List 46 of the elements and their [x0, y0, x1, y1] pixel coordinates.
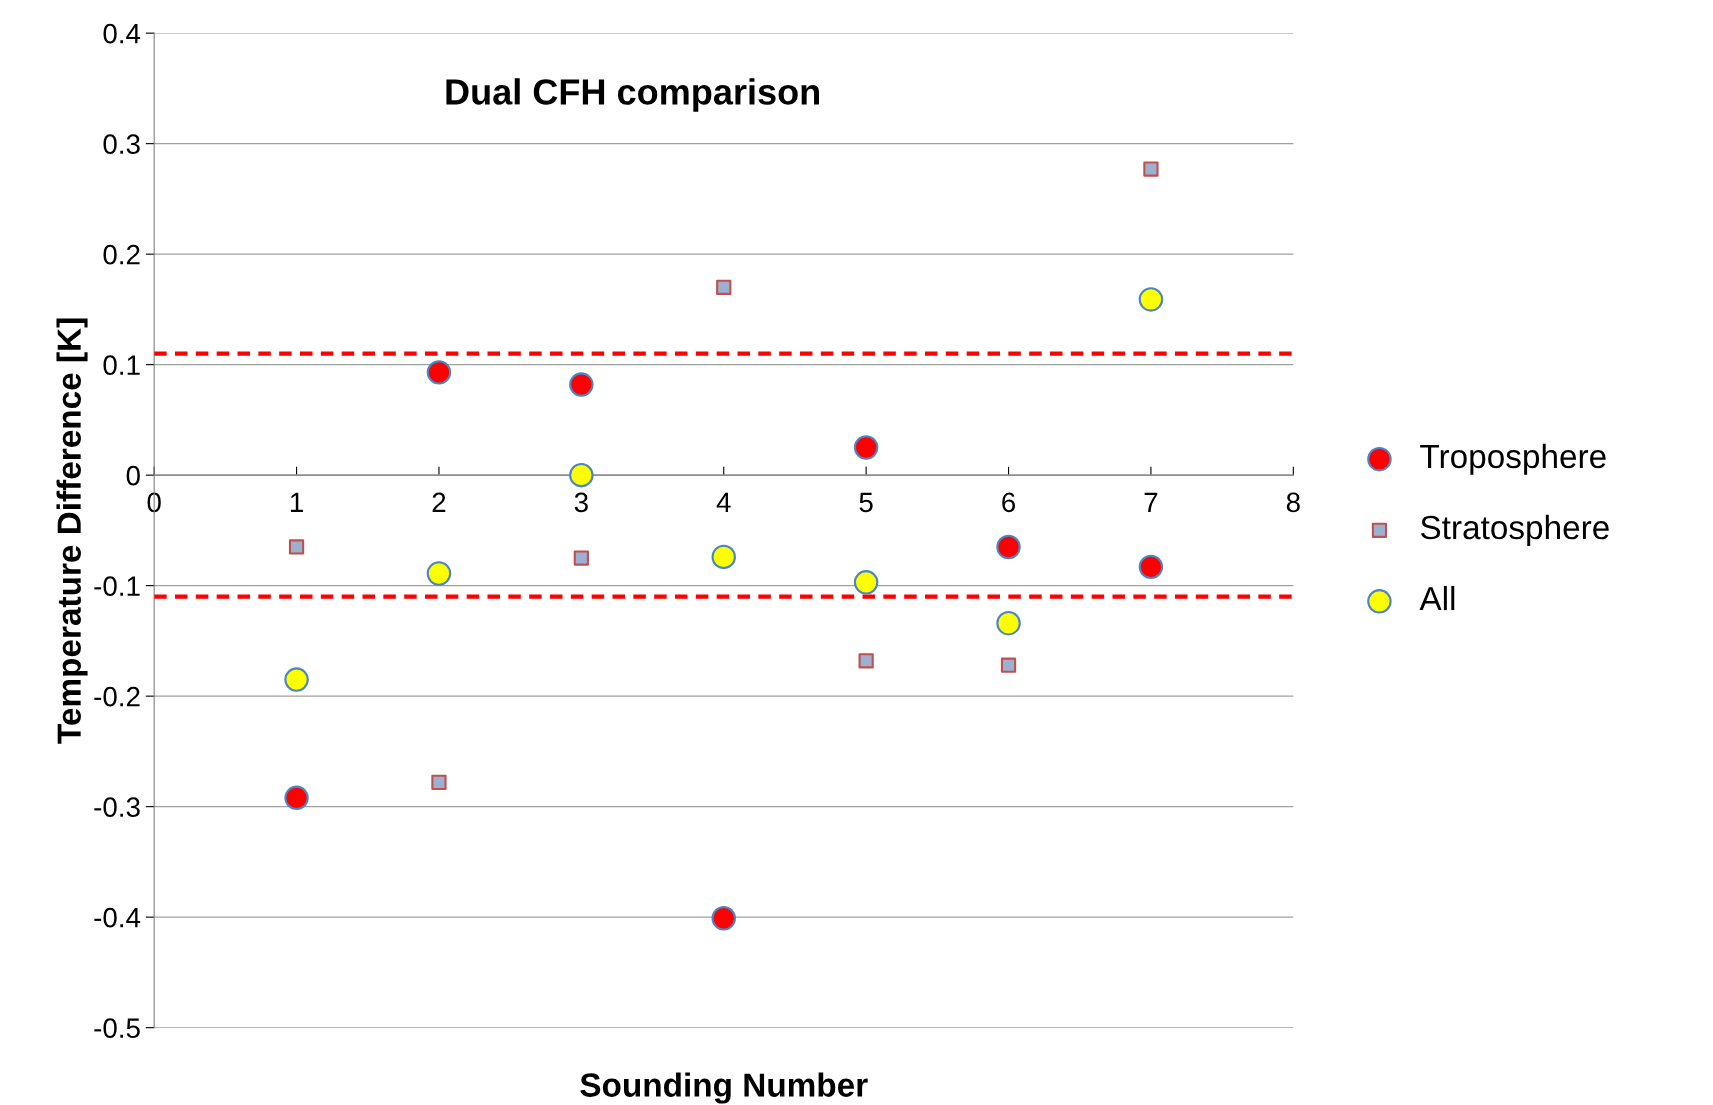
text: Dual CFH comparison [446, 78, 819, 112]
x-tick-label: 8 [1286, 492, 1300, 513]
x-axis-title: Sounding Number [580, 1072, 868, 1104]
y-tick-label: 0.3 [103, 134, 140, 154]
point [1143, 161, 1159, 177]
x-tick-label: 1 [290, 492, 303, 512]
point [853, 435, 879, 460]
y-tick-label: 0.1 [103, 355, 140, 375]
point [1000, 657, 1017, 673]
point [853, 570, 879, 595]
y-tick-label: 0.2 [103, 244, 140, 265]
x-tick-label: 6 [1002, 492, 1016, 513]
point [711, 906, 736, 931]
point [996, 610, 1021, 636]
y-tick-label: -0.4 [94, 907, 141, 928]
x-tick-label: 3 [574, 492, 588, 513]
x-tick-label: 4 [716, 492, 731, 512]
point [284, 785, 309, 811]
point [569, 372, 594, 397]
y-tick-label: -0.5 [94, 1018, 140, 1038]
x-tick-label: 7 [1144, 492, 1158, 512]
point [284, 667, 309, 692]
y-tick-label: 0 [126, 465, 140, 486]
point [288, 539, 305, 555]
y-tick-label: 0.4 [103, 23, 141, 44]
point [858, 653, 874, 669]
point [716, 279, 732, 295]
y-tick-label: -0.2 [94, 686, 140, 707]
point [431, 774, 447, 790]
point [426, 561, 452, 586]
legend-label: Stratosphere [1420, 514, 1609, 546]
y-tick-label: -0.3 [94, 797, 140, 817]
point [573, 550, 589, 566]
legend-label: All [1419, 585, 1455, 611]
x-tick-label: 2 [432, 492, 446, 512]
point [996, 534, 1021, 560]
x-tick-label: 5 [859, 492, 873, 513]
point [1138, 287, 1164, 312]
point [1138, 554, 1164, 580]
legend-label: Troposphere [1420, 443, 1606, 475]
point [426, 360, 452, 385]
y-axis-title: Temperature Difference [K] [56, 318, 88, 744]
y-tick-label: -0.1 [94, 576, 140, 596]
point [569, 462, 594, 488]
point [711, 544, 736, 570]
x-tick-label: 0 [147, 492, 161, 513]
